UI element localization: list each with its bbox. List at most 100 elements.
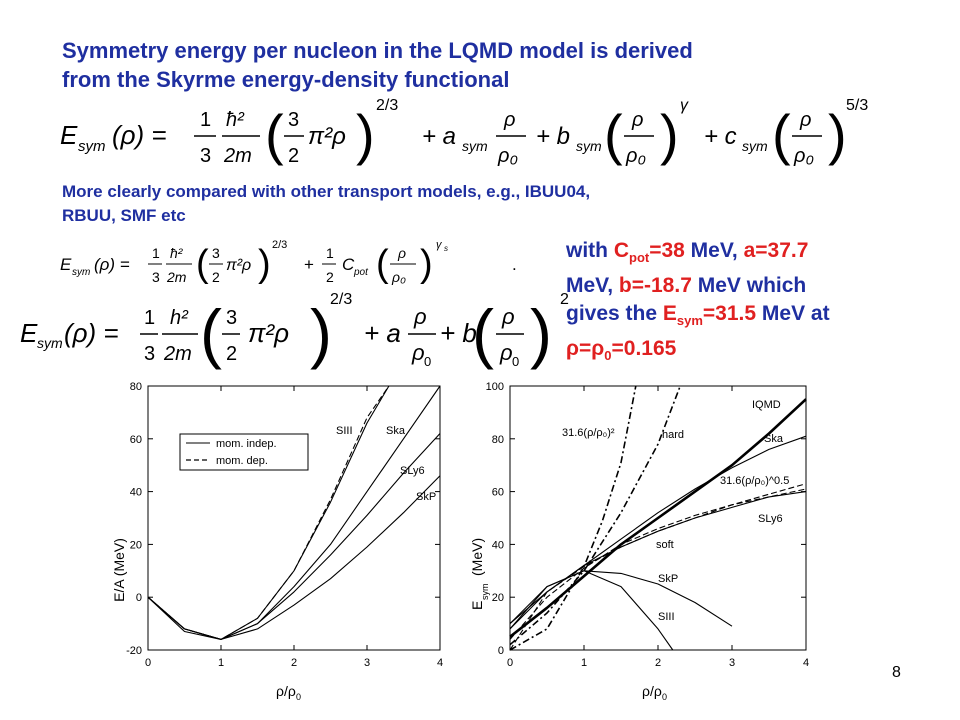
- eq3-three: 3: [226, 307, 237, 329]
- eq1-2m: 2m: [223, 145, 252, 167]
- chart2-xlabel: ρ/ρ: [642, 683, 662, 699]
- series-line-soft: [509, 488, 807, 640]
- annot-siii: SIII: [336, 425, 353, 437]
- note-line-2: MeV, b=-18.7 MeV which: [566, 274, 807, 298]
- eq2-paren2-open: (: [376, 243, 389, 285]
- eq1-paren-c-close: ): [828, 103, 847, 166]
- y-tick-label: 20: [492, 592, 504, 604]
- eq2-pi-rho: π²ρ: [226, 257, 251, 274]
- eq1-plus-a: + a: [422, 123, 456, 150]
- eq3-rho0-b: ρ: [499, 340, 513, 365]
- eq3-plus-b: + b: [440, 318, 477, 348]
- eq1-rho-c: ρ: [799, 109, 811, 131]
- y-tick-label: 40: [130, 487, 142, 499]
- page-number: 8: [892, 664, 901, 681]
- note-line-1: with Cpot=38 MeV, a=37.7: [566, 239, 809, 266]
- annot-hard: hard: [662, 429, 684, 441]
- x-tick-label: 2: [655, 657, 661, 669]
- series-line-316: [509, 385, 637, 651]
- x-tick-label: 3: [364, 657, 370, 669]
- eq2-frac1-num: 1: [152, 245, 160, 261]
- eq3-lhs: E: [20, 318, 38, 348]
- y-tick-label: -20: [126, 645, 142, 657]
- annot-ska: Ska: [386, 425, 406, 437]
- series-line-skp: [509, 570, 733, 627]
- subtitle-line-1: More clearly compared with other transpo…: [62, 182, 591, 201]
- series-line-skp: [147, 475, 441, 640]
- eq1-exp1: 2/3: [376, 97, 398, 114]
- eq3-paren2-open: (: [472, 296, 494, 370]
- chart1-ylabel: E/A (MeV): [111, 538, 127, 602]
- eq1-rho0-c: ρ₀: [793, 145, 814, 167]
- eq3-rho-b: ρ: [501, 304, 515, 329]
- eq3-paren-close: ): [310, 296, 332, 370]
- eq1-rho0-a: ρ₀: [497, 145, 518, 167]
- eq2-paren-open: (: [196, 243, 209, 285]
- annot-rho-half: 31.6(ρ/ρ₀)^0.5: [720, 475, 789, 487]
- y-tick-label: 100: [486, 381, 504, 393]
- x-tick-label: 1: [581, 657, 587, 669]
- parameter-note: with Cpot=38 MeV, a=37.7 MeV, b=-18.7 Me…: [566, 237, 956, 371]
- eq3-rho0-a: ρ: [411, 340, 425, 365]
- title-line-2: from the Skyrme energy-density functiona…: [62, 67, 510, 92]
- chart1-xlabel-sub: 0: [296, 692, 301, 702]
- annot-siii: SIII: [658, 611, 675, 623]
- eq1-three: 3: [288, 109, 299, 131]
- eq1-b-sub: sym: [576, 138, 602, 154]
- eq2-three: 3: [212, 245, 220, 261]
- eq2-2m: 2m: [166, 269, 187, 285]
- eq1-paren-c-open: (: [772, 103, 791, 166]
- eq1-frac1-den: 3: [200, 145, 211, 167]
- eq1-plus-c: + c: [704, 123, 737, 150]
- x-tick-label: 3: [729, 657, 735, 669]
- eq1-exp3: 5/3: [846, 97, 868, 114]
- eq3-rho0-a-sub: 0: [424, 354, 431, 369]
- eq2-plus: +: [304, 255, 314, 274]
- eq1-a-sub: sym: [462, 138, 488, 154]
- y-tick-label: 80: [130, 381, 142, 393]
- eq2-dot: .: [512, 255, 517, 274]
- y-tick-label: 80: [492, 434, 504, 446]
- eq1-pi-rho: π²ρ: [308, 123, 346, 150]
- eq1-paren-b-open: (: [604, 103, 623, 166]
- eq2-exp1: 2/3: [272, 239, 287, 251]
- eq3-2m: 2m: [163, 343, 192, 365]
- eq2-rho0: ρ₀: [391, 269, 406, 285]
- y-tick-label: 40: [492, 539, 504, 551]
- series-line-ska: [147, 385, 441, 640]
- eq1-lhs-sub: sym: [78, 138, 106, 155]
- eq1-rho0-b: ρ₀: [625, 145, 646, 167]
- eq2-gamma-sub: s: [444, 244, 448, 253]
- series-line-hard: [509, 385, 681, 646]
- subtitle-line-2: RBUU, SMF etc: [62, 206, 186, 225]
- x-tick-label: 0: [507, 657, 513, 669]
- eq3-exp2: 2: [560, 291, 569, 308]
- eq2-half-num: 1: [326, 245, 334, 261]
- eq3-paren2-close: ): [530, 296, 552, 370]
- eq3-pi-rho: π²ρ: [248, 318, 289, 348]
- eq2-rho: ρ: [397, 245, 406, 261]
- eq3-rho-a: ρ: [413, 304, 427, 329]
- eq3-lhs-sub: sym: [37, 335, 63, 351]
- equation-3: E sym (ρ) = 1 3 h² 2m ( 3 2 π²ρ ) 2/3 + …: [20, 291, 569, 370]
- eq1-hbar: ħ²: [226, 109, 245, 131]
- annot-soft: soft: [656, 539, 674, 551]
- eq1-plus-b: + b: [536, 123, 570, 150]
- eq1-paren-close: ): [356, 103, 375, 166]
- y-tick-label: 20: [130, 539, 142, 551]
- eq3-rho0-b-sub: 0: [512, 354, 519, 369]
- eq2-paren-close: ): [258, 243, 271, 285]
- x-tick-label: 4: [437, 657, 443, 669]
- chart2-xlabel-sub: 0: [662, 692, 667, 702]
- chart2-ylabel: E: [469, 601, 485, 610]
- series-line-iqmd: [509, 398, 807, 638]
- eq2-gamma: γ: [436, 239, 443, 251]
- series-line-sly6: [509, 491, 807, 625]
- x-tick-label: 2: [291, 657, 297, 669]
- annot-rho-squared: 31.6(ρ/ρ₀)²: [562, 427, 615, 439]
- eq1-two: 2: [288, 145, 299, 167]
- series-line-sly6: [147, 433, 441, 640]
- eq1-frac1-num: 1: [200, 109, 211, 131]
- chart1-xlabel: ρ/ρ: [276, 683, 296, 699]
